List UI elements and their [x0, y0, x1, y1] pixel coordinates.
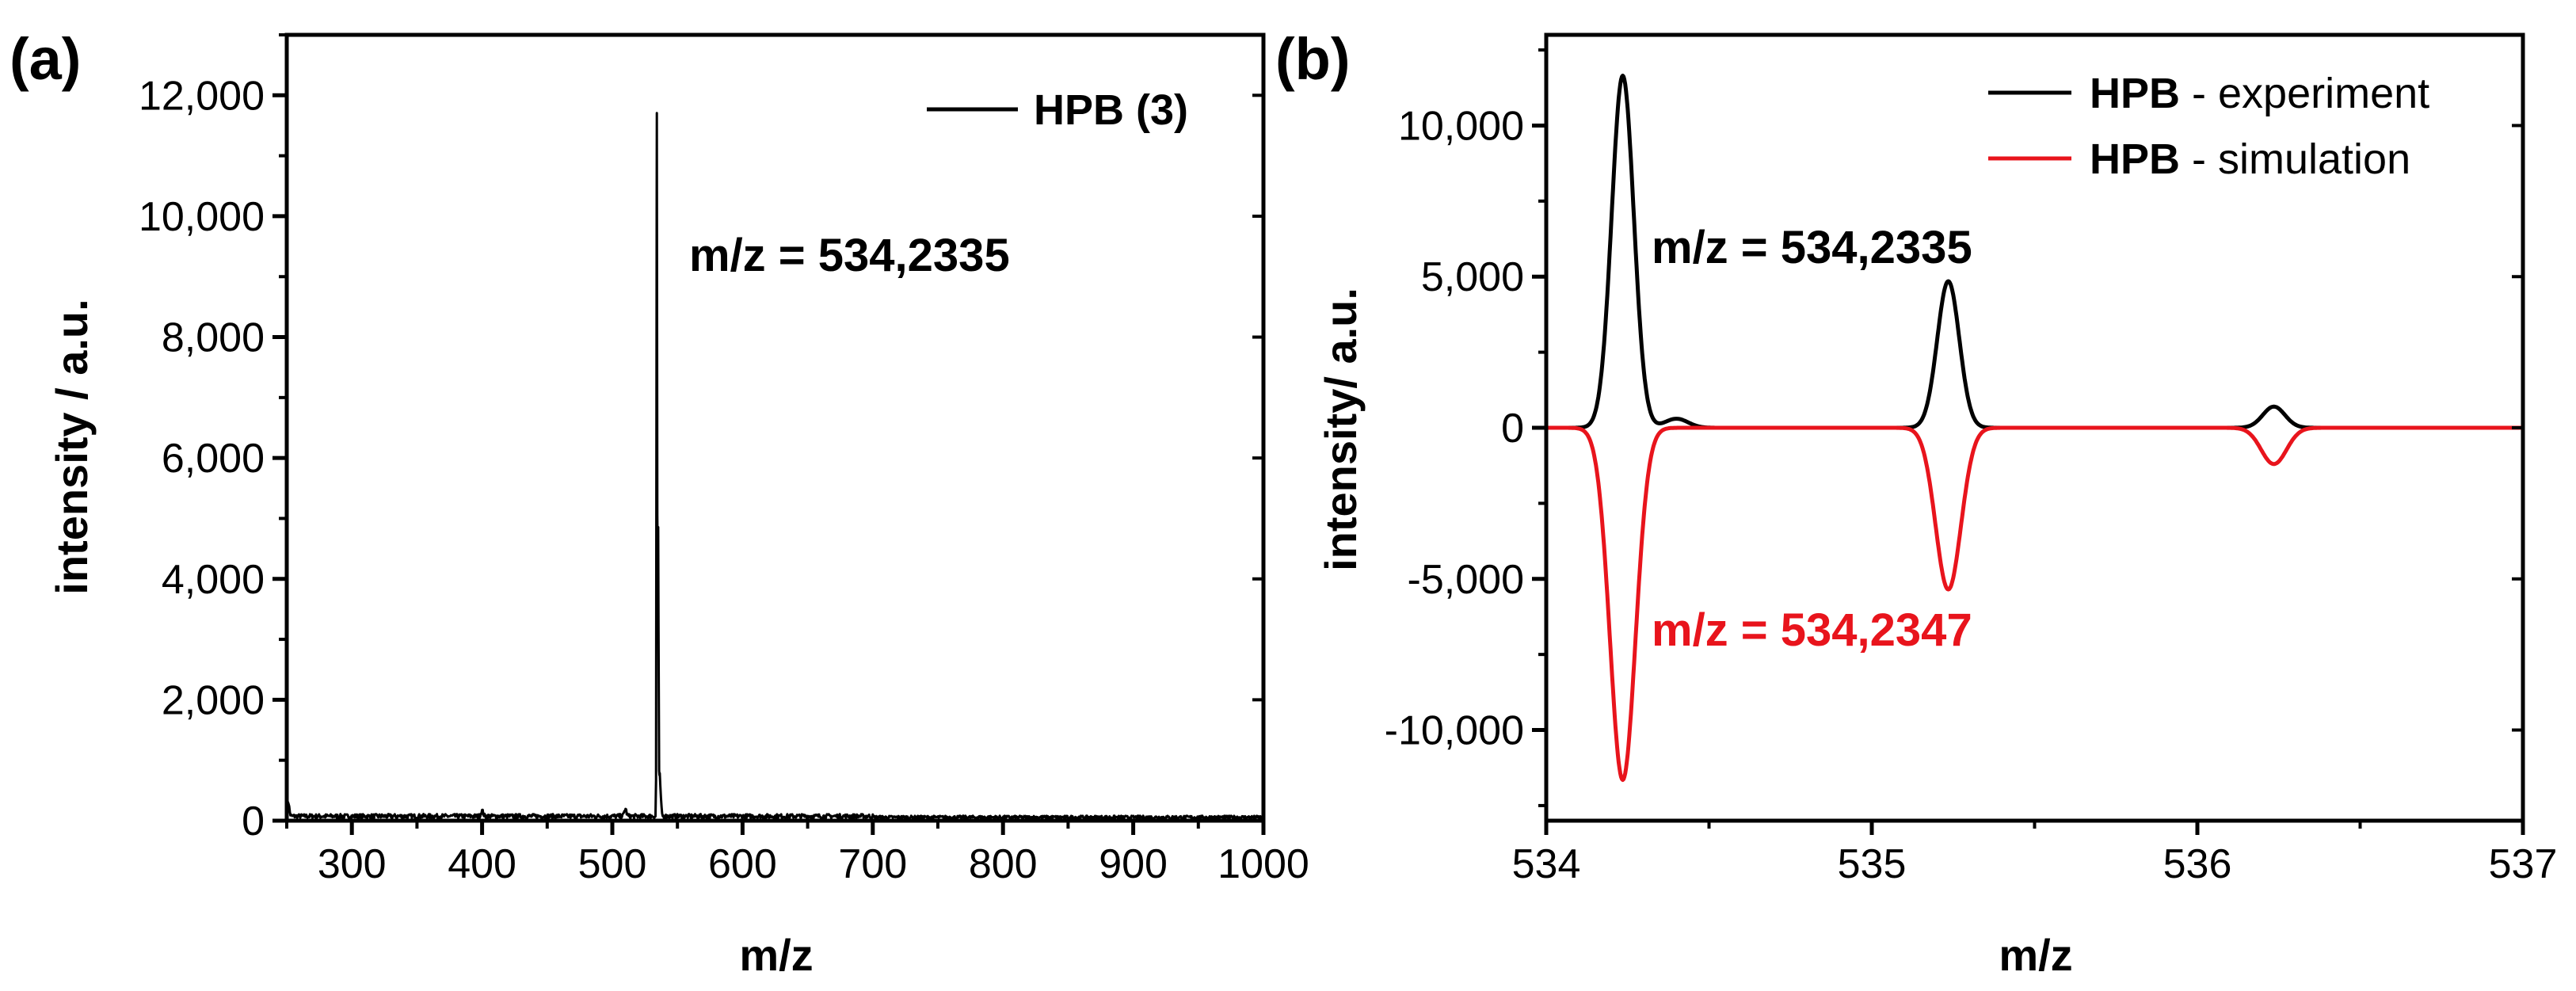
panel-a-y-tick-label: 6,000 [162, 436, 265, 482]
panel-a-x-tick-label: 300 [318, 841, 387, 887]
panel-b-series [1545, 74, 2525, 782]
panel-b-experiment-annotation: m/z = 534,2335 [1652, 222, 1972, 273]
panel-b-y-tick-label: -5,000 [1408, 557, 1524, 603]
panel-b-x-tick-label: 537 [2489, 841, 2558, 887]
panel-a-y-tick-label: 12,000 [139, 73, 265, 119]
panel-b-simulation-annotation: m/z = 534,2347 [1652, 604, 1972, 656]
panel-a-x-tick-label: 500 [578, 841, 647, 887]
panel-b-x-tick-label: 535 [1838, 841, 1907, 887]
panel-a-x-tick-label: 900 [1099, 841, 1168, 887]
panel-b-y-tick-label: 0 [1501, 406, 1524, 452]
panel-a-y-tick-label: 10,000 [139, 194, 265, 240]
panel-a-x-tick-label: 700 [838, 841, 907, 887]
panel-a-y-tick-label: 2,000 [162, 677, 265, 723]
panel-a-series-line-1 [285, 112, 1265, 821]
panel-b-legend-label-experiment: HPB - experiment [2090, 70, 2429, 117]
panel-a-label: (a) [10, 26, 81, 92]
panel-a-y-tick-label: 8,000 [162, 315, 265, 361]
panel-b-legend-label-simulation: HPB - simulation [2090, 135, 2410, 183]
panel-b-series-line-2 [1545, 425, 2525, 782]
panel-b-x-tick-label: 536 [2163, 841, 2232, 887]
panel-b-y-tick-label: 10,000 [1398, 103, 1524, 149]
panel-b-y-tick-label: 5,000 [1421, 254, 1524, 300]
panel-b-label: (b) [1275, 26, 1351, 92]
panel-a-peak-annotation: m/z = 534,2335 [689, 230, 1010, 281]
panel-a-plot-frame [284, 32, 1266, 823]
panel-b-x-axis-title: m/z [1999, 930, 2072, 980]
panel-b-chart: (b) 534 535 536 537 -10,000 -5,000 0 5,000 10,00… [1275, 26, 2557, 980]
panel-b-axes: 534 535 536 537 -10,000 -5,000 0 5,000 10,000 [1385, 32, 2558, 887]
panel-a-legend-label: HPB (3) [1034, 86, 1188, 134]
panel-a-y-tick-label: 0 [242, 799, 265, 844]
panel-a-x-tick-label: 1000 [1218, 841, 1309, 887]
panel-b-x-tick-label: 534 [1512, 841, 1581, 887]
panel-a-chart: (a) 300 400 500 600 700 800 900 1000 0 2,000 4,000… [10, 26, 1309, 980]
panel-a-x-tick-label: 400 [448, 841, 516, 887]
panel-a-axes: 300 400 500 600 700 800 900 1000 0 2,000 4,000 6,00… [139, 32, 1309, 887]
panel-a-x-axis-title: m/z [739, 930, 813, 980]
panel-a-x-tick-label: 800 [969, 841, 1038, 887]
panel-a-legend: HPB (3) [927, 86, 1188, 134]
panel-a-y-tick-label: 4,000 [162, 557, 265, 603]
panel-b-y-axis-title: intensity/ a.u. [1316, 288, 1366, 571]
panel-a-series [285, 112, 1265, 821]
panel-a-x-tick-label: 600 [708, 841, 777, 887]
panel-b-y-tick-label: -10,000 [1385, 708, 1524, 754]
panel-a-y-axis-title: intensity / a.u. [47, 299, 97, 594]
panel-b-legend: HPB - experiment HPB - simulation [1988, 70, 2429, 183]
